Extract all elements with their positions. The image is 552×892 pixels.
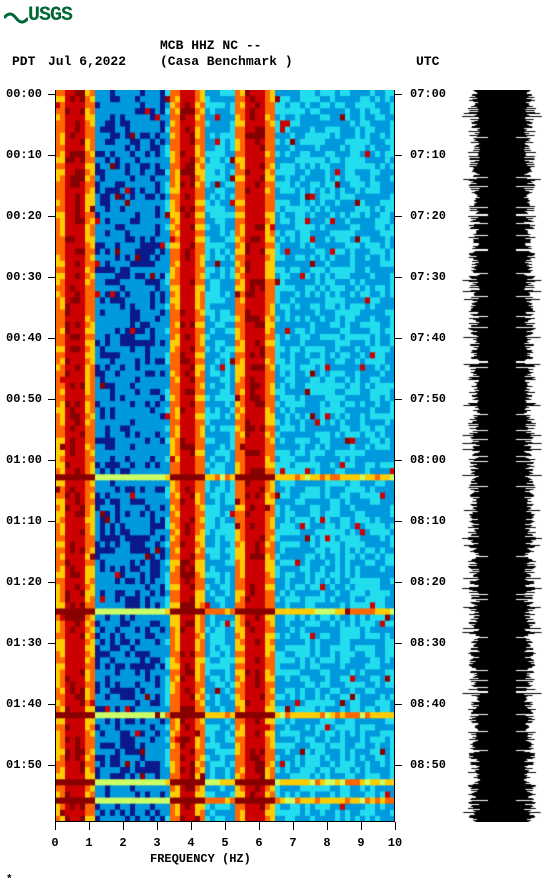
waveform-canvas: [462, 90, 542, 822]
x-tick: 0: [51, 836, 58, 850]
footer-mark: *: [6, 874, 13, 886]
y-right-tick: 07:20: [410, 209, 446, 223]
y-right-tick: 08:40: [410, 697, 446, 711]
x-tick: 6: [255, 836, 262, 850]
y-right-tick: 08:30: [410, 636, 446, 650]
station-name: (Casa Benchmark ): [160, 54, 293, 69]
y-right-tick: 07:00: [410, 87, 446, 101]
tz-left: PDT: [12, 54, 35, 69]
spectrogram-canvas: [55, 90, 395, 822]
x-tick: 2: [119, 836, 126, 850]
x-tick: 5: [221, 836, 228, 850]
waveform-panel: [462, 90, 542, 822]
x-tick: 1: [85, 836, 92, 850]
y-left-tick: 01:00: [6, 453, 42, 467]
usgs-logo: USGS: [4, 4, 72, 27]
logo-text: USGS: [28, 4, 72, 27]
y-right-tick: 07:50: [410, 392, 446, 406]
y-right-tick: 07:10: [410, 148, 446, 162]
wave-icon: [4, 6, 28, 24]
header-date: Jul 6,2022: [48, 54, 126, 69]
x-axis-label: FREQUENCY (HZ): [150, 852, 251, 866]
x-tick: 4: [187, 836, 194, 850]
tz-right: UTC: [416, 54, 439, 69]
y-right-tick: 08:50: [410, 758, 446, 772]
x-tick: 7: [289, 836, 296, 850]
y-right-tick: 08:00: [410, 453, 446, 467]
x-tick: 3: [153, 836, 160, 850]
y-left-tick: 00:10: [6, 148, 42, 162]
x-tick: 9: [357, 836, 364, 850]
y-right-tick: 07:40: [410, 331, 446, 345]
station-code: MCB HHZ NC --: [160, 38, 261, 53]
y-right-tick: 08:10: [410, 514, 446, 528]
y-left-tick: 00:50: [6, 392, 42, 406]
x-tick: 10: [388, 836, 402, 850]
y-left-tick: 01:10: [6, 514, 42, 528]
y-left-tick: 01:40: [6, 697, 42, 711]
y-left-tick: 01:20: [6, 575, 42, 589]
y-right-tick: 08:20: [410, 575, 446, 589]
y-left-tick: 00:30: [6, 270, 42, 284]
x-tick: 8: [323, 836, 330, 850]
y-left-tick: 00:40: [6, 331, 42, 345]
y-left-tick: 00:00: [6, 87, 42, 101]
y-left-tick: 01:50: [6, 758, 42, 772]
y-left-tick: 01:30: [6, 636, 42, 650]
y-right-tick: 07:30: [410, 270, 446, 284]
spectrogram-plot: [55, 90, 395, 822]
y-left-tick: 00:20: [6, 209, 42, 223]
